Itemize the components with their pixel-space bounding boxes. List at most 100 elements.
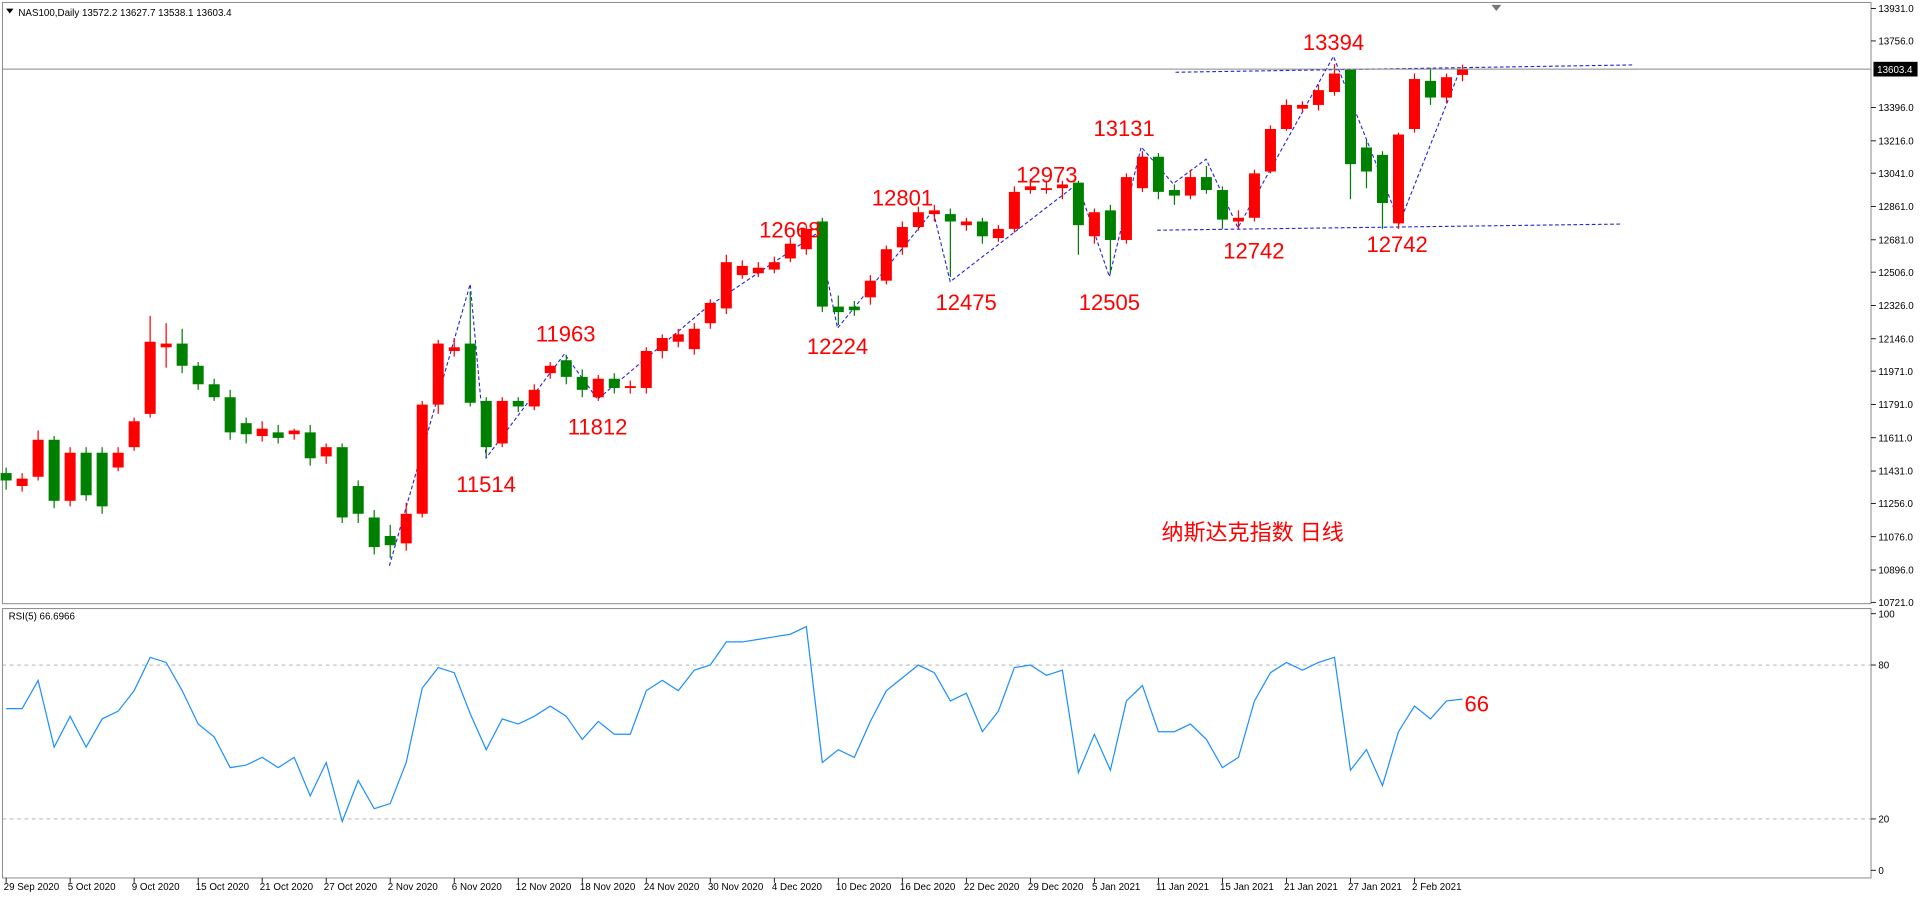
annotation: 12973 — [1016, 162, 1077, 187]
candle-body — [1024, 186, 1036, 191]
annotation: 12505 — [1079, 290, 1140, 315]
candle-body — [1264, 128, 1276, 172]
candle-body — [1440, 77, 1452, 98]
y-tick-label: 13216.0 — [1878, 136, 1914, 147]
candle-body — [224, 397, 236, 433]
candle-body — [816, 221, 828, 307]
y-tick-label: 80 — [1878, 661, 1889, 672]
x-tick-label: 6 Nov 2020 — [452, 882, 503, 893]
annotation: 12742 — [1223, 238, 1284, 263]
y-tick-label: 12326.0 — [1878, 301, 1914, 312]
candle-body — [400, 513, 412, 544]
candle-body — [608, 378, 620, 388]
y-tick-label: 11791.0 — [1878, 400, 1913, 411]
candle-body — [384, 535, 396, 546]
y-tick-label: 12681.0 — [1878, 235, 1914, 246]
annotation: 11514 — [456, 472, 516, 497]
last-price-box — [1873, 61, 1918, 77]
x-tick-label: 11 Jan 2021 — [1156, 882, 1209, 893]
candle-body — [208, 384, 220, 398]
annotation: 13131 — [1093, 116, 1154, 141]
candle-body — [368, 517, 380, 548]
candle-body — [1040, 188, 1052, 191]
candle-body — [1152, 156, 1164, 192]
annotation: 66 — [1464, 691, 1489, 716]
candle-body — [896, 227, 908, 248]
candle-body — [1280, 104, 1292, 129]
candle-body — [1232, 217, 1244, 222]
candle-body — [0, 473, 12, 481]
candle-body — [928, 210, 940, 215]
chart-header: NAS100,Daily 13572.2 13627.7 13538.1 136… — [18, 8, 232, 19]
candle-body — [624, 386, 636, 388]
annotation: 12475 — [935, 290, 996, 315]
x-tick-label: 27 Jan 2021 — [1348, 882, 1402, 893]
candle-body — [864, 280, 876, 298]
candle-body — [736, 265, 748, 276]
y-tick-label: 13041.0 — [1878, 169, 1914, 180]
candle-body — [432, 343, 444, 405]
candle-body — [512, 400, 524, 407]
candle-body — [336, 447, 348, 518]
candle-body — [1104, 210, 1116, 240]
y-tick-label: 0 — [1878, 866, 1884, 877]
x-tick-label: 15 Jan 2021 — [1220, 882, 1274, 893]
candle-body — [96, 452, 108, 507]
candle-body — [304, 432, 316, 459]
candle-body — [752, 267, 764, 274]
x-tick-label: 2 Nov 2020 — [388, 882, 439, 893]
x-tick-label: 9 Oct 2020 — [132, 882, 180, 893]
candle-body — [1184, 177, 1196, 196]
candle-body — [1296, 104, 1308, 109]
y-tick-label: 13396.0 — [1878, 103, 1914, 114]
x-tick-label: 5 Oct 2020 — [68, 882, 116, 893]
y-tick-label: 10896.0 — [1878, 566, 1914, 577]
candle-body — [1424, 80, 1436, 98]
x-tick-label: 24 Nov 2020 — [644, 882, 700, 893]
x-tick-label: 5 Jan 2021 — [1092, 882, 1140, 893]
y-tick-label: 11256.0 — [1878, 499, 1913, 510]
x-tick-label: 29 Dec 2020 — [1028, 882, 1084, 893]
candle-body — [544, 365, 556, 374]
shift-marker — [1491, 4, 1502, 12]
last-price-label: 13603.4 — [1877, 65, 1913, 76]
annotation: 11963 — [536, 322, 596, 347]
candle-body — [1344, 69, 1356, 165]
candle-body — [1216, 190, 1228, 220]
y-tick-label: 12861.0 — [1878, 202, 1914, 213]
candle-body — [448, 347, 460, 351]
candle-body — [1392, 134, 1404, 224]
candle-body — [256, 428, 268, 437]
annotation: 12801 — [872, 186, 933, 211]
x-tick-label: 22 Dec 2020 — [964, 882, 1020, 893]
candle-body — [272, 432, 284, 438]
y-tick-label: 11431.0 — [1878, 467, 1913, 478]
candle-body — [576, 376, 588, 390]
candle-body — [64, 452, 76, 501]
channel-top — [1175, 64, 1635, 73]
candle-body — [320, 447, 332, 457]
candle-body — [1120, 177, 1132, 240]
candle-body — [16, 478, 28, 487]
candle-body — [416, 404, 428, 514]
candle-body — [144, 341, 156, 414]
candle-body — [640, 350, 652, 388]
candle-body — [32, 439, 44, 477]
annotation: 纳斯达克指数 日线 — [1161, 520, 1343, 545]
y-tick-label: 12146.0 — [1878, 334, 1914, 345]
candle-body — [48, 439, 60, 501]
candle-body — [1328, 73, 1340, 92]
candle-body — [496, 400, 508, 444]
x-tick-label: 16 Dec 2020 — [900, 882, 956, 893]
x-tick-label: 15 Oct 2020 — [196, 882, 250, 893]
y-tick-label: 100 — [1878, 609, 1895, 620]
candle-body — [560, 360, 572, 377]
candle-body — [784, 243, 796, 259]
annotation: 12742 — [1367, 232, 1428, 257]
candle-body — [880, 249, 892, 281]
x-tick-label: 29 Sep 2020 — [4, 882, 60, 893]
x-tick-label: 30 Nov 2020 — [708, 882, 764, 893]
trend-lines — [388, 55, 1635, 566]
annotation: 13394 — [1303, 30, 1364, 55]
